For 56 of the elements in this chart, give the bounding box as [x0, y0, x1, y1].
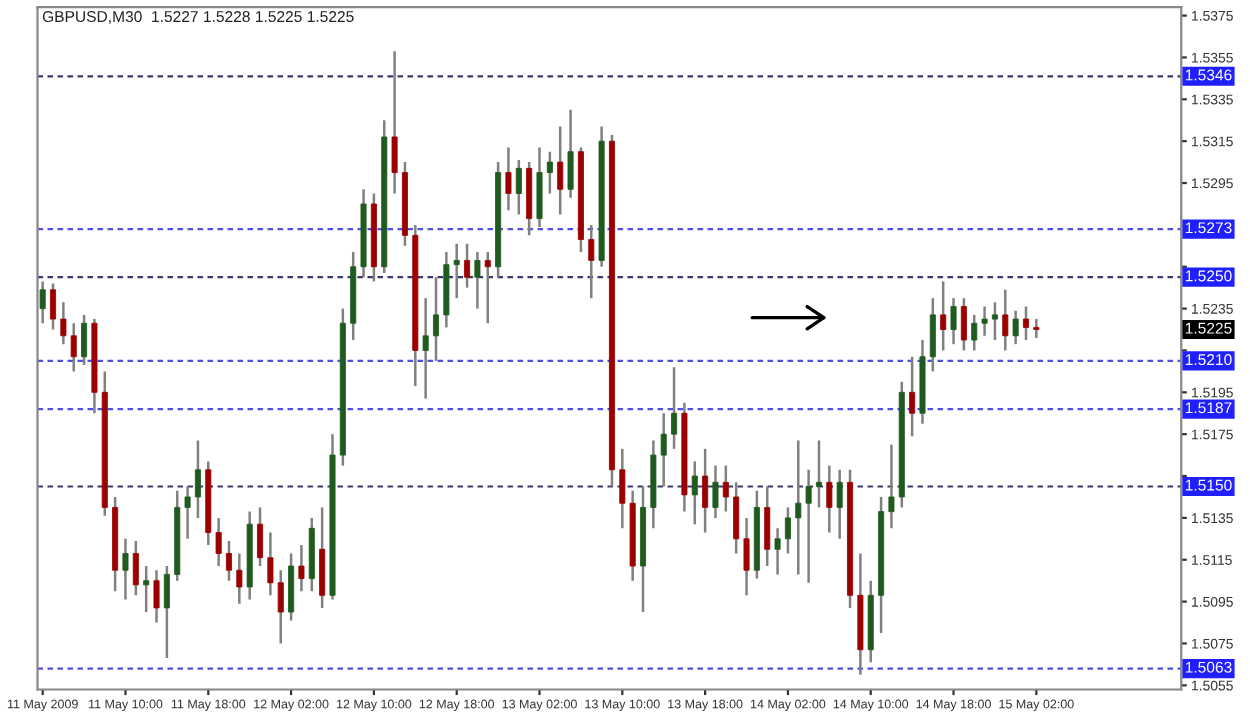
candlestick — [1022, 305, 1029, 342]
candlestick — [981, 305, 988, 338]
candlestick — [515, 158, 522, 216]
candlestick — [484, 250, 491, 325]
candlestick — [784, 506, 791, 555]
candlestick — [1033, 317, 1040, 340]
candlestick — [991, 301, 998, 342]
candlestick — [50, 282, 57, 331]
candlestick — [122, 537, 129, 601]
candlestick — [929, 296, 936, 373]
candlestick — [940, 280, 947, 352]
candlestick — [391, 49, 398, 195]
candlestick — [163, 564, 170, 660]
candlestick — [815, 439, 822, 509]
candlestick — [432, 275, 440, 363]
candlestick — [702, 447, 709, 534]
candlestick — [971, 313, 978, 352]
candlestick — [1012, 309, 1019, 346]
candlestick — [225, 539, 232, 582]
candlestick — [143, 564, 150, 614]
candlestick — [184, 485, 191, 541]
candlestick — [319, 506, 326, 610]
candlestick — [960, 296, 967, 352]
candlestick — [546, 150, 553, 195]
candlestick — [1002, 288, 1009, 352]
candlestick — [764, 485, 771, 568]
candlestick — [267, 531, 274, 597]
candlestick — [909, 355, 916, 438]
candlestick — [288, 552, 295, 622]
candlestick — [588, 223, 595, 300]
candlestick — [557, 125, 564, 216]
candlestick — [691, 460, 698, 526]
candlestick — [81, 313, 88, 367]
candlestick — [464, 242, 471, 289]
candlestick — [888, 443, 895, 530]
candlestick — [194, 439, 201, 520]
candlestick — [236, 552, 243, 605]
candlestick — [950, 296, 957, 346]
candlestick — [774, 527, 781, 576]
candlestick — [536, 146, 543, 229]
candlestick — [474, 250, 481, 310]
candlestick — [836, 468, 843, 541]
candlestick — [132, 539, 139, 597]
candlestick — [671, 365, 678, 451]
candlestick — [298, 543, 305, 593]
candlestick — [733, 481, 740, 555]
candlestick — [722, 464, 729, 513]
candlestick — [277, 568, 284, 645]
candlestick — [826, 464, 833, 534]
candlestick — [153, 568, 160, 624]
candlestick — [505, 146, 512, 212]
candlestick — [743, 516, 750, 597]
candlestick — [567, 108, 574, 199]
candlestick — [422, 296, 429, 400]
candlestick — [712, 464, 719, 520]
candlestick — [257, 506, 264, 568]
